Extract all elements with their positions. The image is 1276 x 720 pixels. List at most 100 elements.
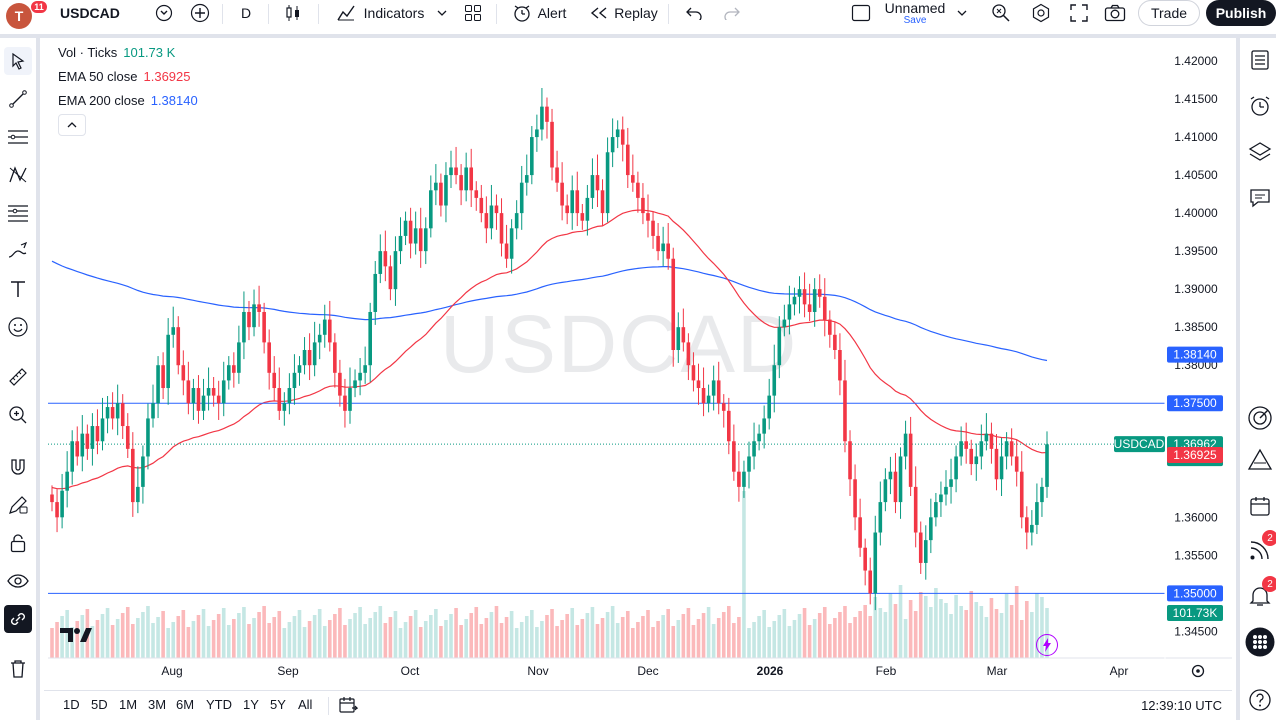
trade-button[interactable]: Trade — [1138, 0, 1200, 26]
camera-icon[interactable] — [1102, 0, 1128, 26]
candle-body — [949, 479, 953, 487]
volume-bar — [802, 608, 807, 658]
cursor-icon[interactable] — [4, 47, 32, 75]
alert-button[interactable]: Alert — [506, 0, 572, 26]
candle-body — [807, 304, 812, 312]
candle-body — [848, 441, 852, 480]
candle-body — [1019, 471, 1024, 518]
range-5d[interactable]: 5D — [91, 697, 108, 712]
time-tick-label: Dec — [637, 664, 658, 678]
candle-body — [1014, 456, 1019, 472]
candle-body — [812, 289, 817, 312]
stream-badge: 2 — [1262, 530, 1276, 546]
volume-bar — [691, 625, 696, 658]
lock-icon[interactable] — [4, 529, 32, 557]
horizontal-lines-icon[interactable] — [4, 123, 32, 151]
range-1m[interactable]: 1M — [119, 697, 138, 712]
layouts-grid-icon[interactable] — [460, 0, 486, 26]
help-icon[interactable] — [1244, 684, 1276, 716]
range-6m[interactable]: 6M — [176, 697, 195, 712]
watchlist-icon[interactable] — [1244, 44, 1276, 76]
candle-body — [732, 441, 736, 472]
range-5y[interactable]: 5Y — [270, 697, 286, 712]
eye-icon[interactable] — [4, 567, 32, 595]
volume-bar — [171, 622, 176, 658]
layout-name-button[interactable]: Unnamed Save — [880, 0, 950, 26]
magnet-icon[interactable] — [4, 453, 32, 481]
range-3m[interactable]: 3M — [148, 697, 167, 712]
layout-save-label: Save — [903, 14, 927, 26]
volume-bar — [196, 615, 201, 658]
flash-icon[interactable] — [1036, 634, 1058, 656]
calendar-icon[interactable] — [1244, 490, 1276, 522]
volume-bar — [499, 623, 504, 658]
candle-body — [1035, 502, 1039, 525]
undo-icon[interactable] — [682, 0, 706, 26]
date-range-calendar-icon[interactable] — [338, 696, 359, 717]
text-icon[interactable] — [4, 275, 32, 303]
ruler-icon[interactable] — [4, 363, 32, 391]
trend-line-icon[interactable] — [4, 85, 32, 113]
notifications-bell-icon[interactable]: 2 — [1244, 576, 1276, 612]
candle-body — [191, 388, 196, 404]
candle-body — [146, 418, 150, 457]
replay-button[interactable]: Replay — [588, 0, 660, 26]
volume-bar — [509, 611, 514, 658]
candle-body — [994, 448, 999, 480]
layout-checkbox-icon[interactable] — [850, 0, 872, 26]
collapse-legend-button[interactable] — [58, 114, 86, 136]
volume-bar — [302, 627, 307, 658]
settings-gear-icon[interactable] — [1028, 0, 1054, 26]
symbol-search[interactable]: USDCAD — [46, 0, 156, 26]
volume-bar — [378, 606, 383, 658]
alarm-clock-icon[interactable] — [1244, 90, 1276, 122]
candle-body — [196, 388, 201, 411]
volume-bar — [999, 613, 1004, 658]
lock-drawings-pencil-icon[interactable] — [4, 491, 32, 519]
redo-icon[interactable] — [720, 0, 744, 26]
ideas-triangle-icon[interactable] — [1244, 444, 1276, 476]
utc-clock[interactable]: 12:39:10 UTC — [1141, 698, 1222, 713]
candle-body — [913, 486, 918, 533]
zoom-in-icon[interactable] — [4, 401, 32, 429]
user-avatar[interactable]: T 11 — [6, 0, 48, 29]
chevron-down-icon[interactable] — [954, 0, 970, 26]
quick-search-icon[interactable] — [988, 0, 1014, 26]
emoji-icon[interactable] — [4, 313, 32, 341]
candle-body — [908, 433, 913, 487]
volume-bar — [317, 609, 322, 658]
candle-body — [267, 342, 271, 373]
range-1y[interactable]: 1Y — [243, 697, 259, 712]
pattern-icon[interactable] — [4, 161, 32, 189]
candle-body — [459, 175, 463, 191]
volume-bar — [580, 619, 585, 658]
publish-button[interactable]: Publish — [1206, 0, 1276, 26]
add-symbol-icon[interactable] — [188, 0, 212, 26]
candle-body — [656, 235, 660, 252]
fib-icon[interactable] — [4, 199, 32, 227]
brush-icon[interactable] — [4, 237, 32, 265]
fullscreen-icon[interactable] — [1066, 0, 1092, 26]
apps-grid-icon[interactable] — [1244, 626, 1276, 658]
layers-icon[interactable] — [1244, 136, 1276, 168]
chat-icon[interactable] — [1244, 182, 1276, 214]
candles-icon[interactable] — [280, 0, 306, 26]
target-icon[interactable] — [1244, 402, 1276, 434]
candle-body — [833, 334, 837, 350]
candle-body — [868, 570, 873, 594]
trash-icon[interactable] — [4, 655, 32, 683]
candle-body — [1045, 444, 1049, 487]
volume-bar — [671, 626, 676, 658]
chevron-down-icon[interactable] — [434, 0, 450, 26]
indicators-button[interactable]: Indicators — [330, 0, 430, 26]
range-all[interactable]: All — [298, 697, 313, 712]
range-ytd[interactable]: YTD — [206, 697, 232, 712]
tradingview-logo[interactable] — [60, 626, 94, 647]
link-icon[interactable] — [4, 605, 32, 633]
stream-icon[interactable]: 2 — [1244, 530, 1276, 566]
candle-body — [242, 311, 246, 343]
candle-body — [221, 380, 226, 404]
symbol-compare-icon[interactable] — [152, 0, 176, 26]
range-1d[interactable]: 1D — [63, 697, 80, 712]
interval-button[interactable]: D — [234, 0, 258, 26]
